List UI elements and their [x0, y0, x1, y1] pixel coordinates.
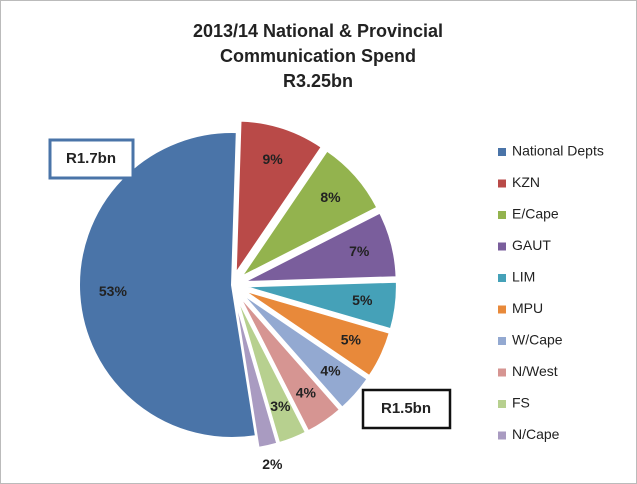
- legend-label: W/Cape: [512, 332, 563, 348]
- data-label: 53%: [99, 283, 128, 299]
- chart-title: R3.25bn: [283, 71, 353, 91]
- legend-label: N/Cape: [512, 426, 560, 442]
- legend-swatch: [498, 211, 506, 219]
- pie-slice: [240, 292, 369, 410]
- pie-slice: [235, 295, 308, 445]
- legend-swatch: [498, 274, 506, 282]
- data-label: 4%: [320, 363, 341, 379]
- legend-swatch: [498, 242, 506, 251]
- legend-swatch: [498, 400, 506, 408]
- pie-slice: [243, 211, 398, 284]
- legend-swatch: [498, 179, 506, 188]
- legend-swatch: [498, 337, 506, 345]
- pie-slice: [242, 289, 392, 378]
- annotation-box: [361, 388, 452, 430]
- data-label: 4%: [296, 384, 317, 400]
- annotation: R1.5bn: [381, 400, 431, 417]
- legend-swatch: [498, 431, 506, 440]
- pie-slice: [234, 119, 324, 277]
- chart-title: 2013/14 National & Provincial: [193, 21, 443, 41]
- pie-slice: [240, 149, 379, 278]
- legend-label: N/West: [512, 363, 558, 379]
- pie: 53%9%8%7%5%5%4%4%3%2%: [77, 119, 398, 472]
- data-label: 3%: [270, 398, 291, 414]
- legend-swatch: [498, 368, 506, 377]
- data-label: 2%: [262, 456, 283, 472]
- chart-title: Communication Spend: [220, 46, 416, 66]
- data-label: 5%: [352, 292, 373, 308]
- data-label: 5%: [341, 332, 362, 348]
- legend-label: GAUT: [512, 237, 551, 253]
- legend-label: National Depts: [512, 143, 604, 159]
- data-label: 7%: [349, 243, 370, 259]
- legend-label: E/Cape: [512, 206, 559, 222]
- data-label: 9%: [262, 151, 283, 167]
- annotation: R1.7bn: [66, 150, 116, 167]
- legend-label: MPU: [512, 300, 543, 316]
- pie-slice: [77, 131, 258, 439]
- legend-label: KZN: [512, 174, 540, 190]
- legend-label: LIM: [512, 269, 535, 285]
- legend-label: FS: [512, 395, 530, 411]
- pie-slice: [233, 296, 279, 449]
- annotation-box: [48, 138, 135, 180]
- data-label: 8%: [320, 189, 341, 205]
- pie-slice: [237, 294, 342, 433]
- legend-swatch: [498, 148, 506, 156]
- legend-swatch: [498, 305, 506, 314]
- pie-slice: [243, 280, 398, 331]
